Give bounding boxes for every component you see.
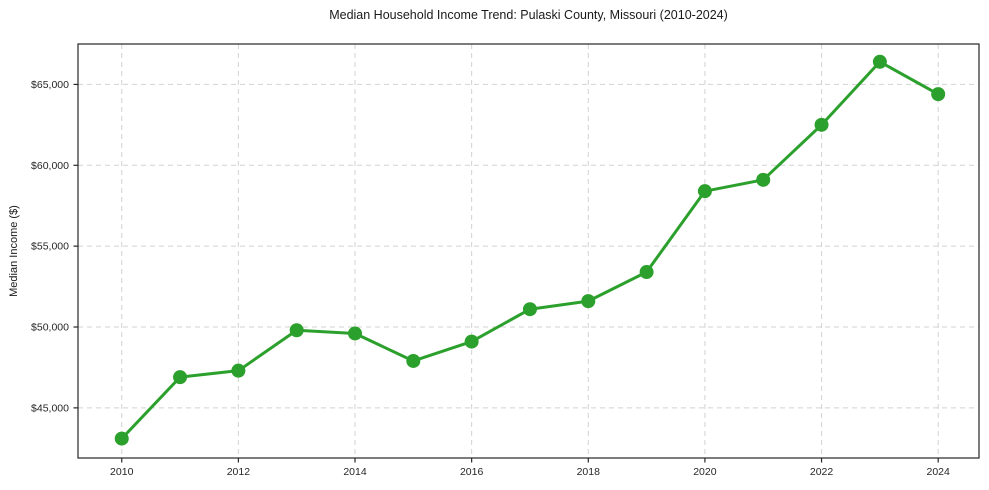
data-point: [231, 363, 246, 378]
data-point: [348, 326, 363, 341]
y-tick-label: $45,000: [31, 402, 69, 414]
axes-border: [77, 43, 980, 459]
data-point: [464, 334, 479, 349]
data-point: [931, 87, 946, 102]
y-tick-label: $60,000: [31, 160, 69, 172]
trend-line: [120, 60, 940, 441]
data-point: [581, 294, 596, 309]
y-tick-label: $55,000: [31, 241, 69, 253]
y-tick-label: $50,000: [31, 322, 69, 334]
data-point: [114, 431, 129, 446]
data-point: [814, 117, 829, 132]
x-tick-label: 2010: [110, 466, 134, 478]
data-point: [406, 353, 421, 368]
x-tick-label: 2024: [926, 466, 950, 478]
x-tick-label: 2022: [810, 466, 834, 478]
chart-title: Median Household Income Trend: Pulaski C…: [329, 8, 728, 22]
x-tick-label: 2014: [343, 466, 367, 478]
data-point: [522, 302, 537, 317]
data-point: [697, 184, 712, 199]
data-point: [756, 172, 771, 187]
data-point: [872, 54, 887, 69]
x-tick-label: 2018: [577, 466, 601, 478]
x-tick-label: 2020: [693, 466, 717, 478]
data-point: [173, 370, 188, 385]
x-tick-label: 2016: [460, 466, 484, 478]
x-tick-label: 2012: [227, 466, 251, 478]
data-point: [289, 323, 304, 338]
data-point: [639, 265, 654, 280]
y-tick-label: $65,000: [31, 79, 69, 91]
